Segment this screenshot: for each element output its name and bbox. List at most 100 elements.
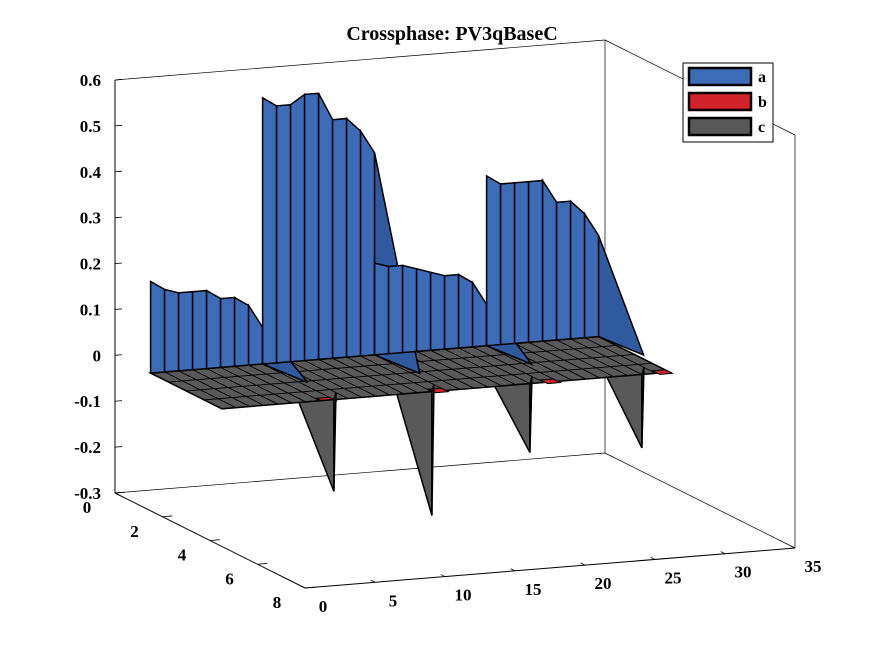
series-a-bar-18 (387, 264, 404, 355)
series-a-bar-17 (373, 262, 390, 356)
series-a-bar-2 (163, 288, 180, 373)
x-tick-1 (370, 579, 376, 583)
z-tick-6 (114, 216, 123, 219)
series-a-bar-12 (303, 92, 320, 362)
axis-ticks: 0 5 10 15 20 25 30 35 0 2 4 6 8 -0.3 -0.2 -0.1 0 0.1 0.2 0.… (74, 71, 821, 616)
x-tick-2 (440, 574, 446, 577)
legend: abc (682, 62, 774, 143)
series-a-bar-1 (149, 280, 166, 374)
series-c-spike-side-0 (333, 392, 337, 492)
series-a-bar-22 (443, 273, 460, 350)
y-tick-label: 2 (130, 522, 139, 541)
series-a-bar-7 (233, 296, 250, 368)
x-tick-7 (790, 545, 796, 549)
series-a-bar-16 (359, 128, 376, 357)
z-tick-label: 0.5 (80, 117, 101, 136)
y-tick-1 (162, 515, 173, 518)
x-tick-label: 35 (805, 557, 822, 576)
series-a-bar-9 (261, 96, 278, 365)
z-tick-label: 0.1 (80, 300, 101, 319)
x-tick-label: 5 (389, 591, 398, 610)
z-tick-label: 0.4 (80, 163, 102, 182)
x-tick-label: 15 (525, 580, 542, 599)
z-tick-3 (114, 354, 123, 356)
series-a-bar-29 (541, 177, 558, 342)
series-a-bar-30 (555, 200, 572, 341)
z-tick-label: -0.2 (74, 438, 101, 457)
x-tick-label: 25 (665, 568, 682, 587)
series-c-spikes (297, 367, 645, 516)
y-tick-label: 4 (178, 546, 187, 565)
z-tick-label: 0.6 (80, 71, 101, 90)
floor-grid-y (186, 353, 635, 392)
floor-grid-y (204, 362, 653, 401)
y-tick-4 (304, 586, 315, 589)
z-tick-8 (114, 124, 123, 127)
z-tick-label: -0.3 (74, 484, 101, 503)
z-tick-4 (114, 308, 123, 310)
x-tick-label: 30 (735, 563, 752, 582)
x-tick-6 (720, 551, 726, 555)
series-a-bar-19 (401, 264, 418, 354)
legend-swatch-c (687, 116, 753, 137)
back-floor-edge-x (114, 452, 606, 494)
y-tick-label: 0 (83, 498, 92, 517)
top-edge-back (114, 39, 606, 81)
z-tick-label: 0.3 (80, 209, 101, 228)
x-axis-line (304, 547, 796, 589)
series-a-bar-24 (471, 280, 488, 348)
series-c-spike-side-3 (641, 367, 645, 448)
x-tick-4 (580, 562, 586, 566)
z-tick-1 (114, 446, 123, 448)
series-a-side-32 (597, 235, 645, 357)
legend-swatch-a (687, 66, 753, 87)
y-tick-label: 6 (225, 569, 234, 588)
z-tick-label: 0.2 (80, 255, 101, 274)
x-tick-5 (650, 556, 656, 560)
legend-label-a: a (758, 69, 766, 86)
series-b-mark (538, 378, 563, 385)
plot-area (147, 92, 675, 516)
z-tick-5 (114, 262, 123, 264)
series-a-bar-10 (275, 103, 292, 364)
z-tick-9 (114, 79, 123, 81)
series-c-spike-side-1 (431, 384, 435, 516)
series-a-bar-14 (331, 117, 348, 360)
z-tick-label: 0 (93, 346, 102, 365)
legend-swatch-b (687, 91, 753, 112)
legend-label-b: b (758, 94, 767, 111)
y-tick-2 (209, 539, 220, 541)
series-a-bar-5 (205, 289, 222, 370)
legend-label-c: c (758, 119, 765, 136)
series-a-bar-25 (485, 174, 502, 347)
series-c-spike-3 (605, 373, 643, 449)
series-a-bar-4 (191, 289, 208, 371)
series-a-bar-26 (499, 181, 516, 346)
series-b-mark (650, 369, 675, 375)
series-c-spike-1 (395, 390, 433, 516)
series-a-bar-15 (345, 116, 362, 358)
z-tick-0 (114, 492, 123, 494)
back-floor-edge-y (604, 452, 796, 549)
x-tick-0 (300, 585, 306, 589)
series-a-bar-21 (429, 271, 446, 352)
series-a-bar-3 (177, 290, 194, 372)
series-c-spike-side-2 (529, 376, 533, 453)
series-c-spike-2 (493, 382, 531, 453)
series-a-bar-31 (569, 199, 586, 340)
series-a-bar-28 (527, 179, 544, 344)
z-tick-label: -0.1 (74, 392, 101, 411)
x-tick-label: 20 (595, 574, 612, 593)
series-a-bar-27 (513, 180, 530, 345)
series-a-bar-20 (415, 267, 432, 353)
x-tick-3 (510, 568, 516, 572)
series-a-bar-13 (317, 92, 334, 361)
series-a-bar-23 (457, 273, 474, 349)
floor-grid-y (168, 345, 617, 383)
series-a (149, 92, 645, 384)
x-tick-label: 0 (319, 597, 328, 616)
chart-title: Crossphase: PV3qBaseC (346, 23, 557, 45)
series-a-bar-11 (289, 92, 306, 363)
series-a-bar-32 (583, 211, 600, 339)
